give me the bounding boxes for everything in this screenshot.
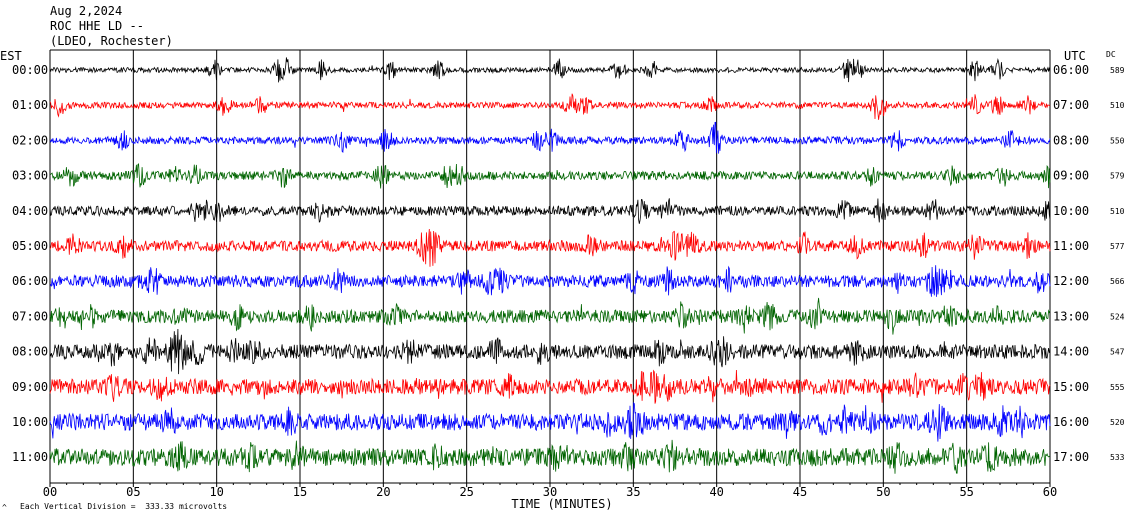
trace-1000	[49, 401, 1051, 442]
est-label: 10:00	[12, 415, 48, 429]
x-tick-label: 10	[209, 485, 223, 499]
x-tick-label: 30	[543, 485, 557, 499]
est-label: 01:00	[12, 98, 48, 112]
x-tick-label: 25	[459, 485, 473, 499]
trace-0700	[49, 297, 1051, 335]
trace-0200	[49, 121, 1051, 154]
est-label: 05:00	[12, 239, 48, 253]
dc-value: 533	[1110, 453, 1125, 462]
axis-labels: 00 05 10 15 20 25 30 35 40 45 50 55 60 TIME (MINUTES)…	[0, 49, 1125, 511]
dc-value: 566	[1110, 277, 1125, 286]
dc-value: 520	[1110, 418, 1125, 427]
x-tick-label: 05	[126, 485, 140, 499]
trace-0500	[49, 228, 1051, 267]
utc-label: 08:00	[1053, 133, 1089, 147]
trace-1100	[49, 439, 1051, 474]
x-tick-label: 35	[626, 485, 640, 499]
trace-0800	[49, 328, 1051, 375]
utc-label: 16:00	[1053, 415, 1089, 429]
x-tick-label: 40	[709, 485, 723, 499]
x-tick-label: 50	[876, 485, 890, 499]
dc-value: 577	[1110, 242, 1125, 251]
est-label: 03:00	[12, 169, 48, 183]
dc-value: 589	[1110, 66, 1125, 75]
est-label: 07:00	[12, 309, 48, 323]
scale-note: Each Vertical Division = 333.33 microvol…	[20, 502, 228, 511]
x-tick-label: 60	[1043, 485, 1057, 499]
utc-label: 14:00	[1053, 345, 1089, 359]
trace-0000	[49, 57, 1051, 83]
est-label: 09:00	[12, 380, 48, 394]
dc-value: 547	[1110, 348, 1125, 357]
dc-value: 555	[1110, 383, 1125, 392]
trace-0400	[49, 198, 1051, 224]
utc-label: 15:00	[1053, 380, 1089, 394]
dc-value: 550	[1110, 136, 1125, 145]
utc-label: 06:00	[1053, 63, 1089, 77]
utc-label: 13:00	[1053, 309, 1089, 323]
x-tick-label: 00	[43, 485, 57, 499]
est-label: 02:00	[12, 133, 48, 147]
trace-0300	[49, 163, 1051, 189]
utc-label: 17:00	[1053, 450, 1089, 464]
date-label: Aug 2,2024	[50, 4, 123, 18]
x-tick-label: 55	[959, 485, 973, 499]
est-label: 11:00	[12, 450, 48, 464]
dc-value: 579	[1110, 172, 1125, 181]
utc-label: 09:00	[1053, 169, 1089, 183]
est-label: 06:00	[12, 274, 48, 288]
trace-0900	[49, 369, 1051, 404]
x-tick-label: 45	[793, 485, 807, 499]
trace-0100	[49, 93, 1051, 120]
corner-mark: ^	[2, 503, 7, 512]
x-tick-label: 15	[293, 485, 307, 499]
station-label: ROC HHE LD --	[50, 19, 144, 33]
utc-label: 07:00	[1053, 98, 1089, 112]
est-label: 00:00	[12, 63, 48, 77]
utc-label: 11:00	[1053, 239, 1089, 253]
location-label: (LDEO, Rochester)	[50, 34, 173, 48]
est-label: 08:00	[12, 345, 48, 359]
est-label: 04:00	[12, 204, 48, 218]
dc-value: 510	[1110, 207, 1125, 216]
dc-value: 524	[1110, 312, 1125, 321]
trace-0600	[49, 265, 1051, 297]
seismic-traces	[49, 57, 1051, 474]
x-axis-label: TIME (MINUTES)	[511, 497, 612, 511]
dc-value: 510	[1110, 101, 1125, 110]
utc-label: 10:00	[1053, 204, 1089, 218]
dc-header: DC	[1106, 50, 1116, 59]
x-tick-label: 20	[376, 485, 390, 499]
utc-label: 12:00	[1053, 274, 1089, 288]
utc-header: UTC	[1064, 49, 1086, 63]
est-header: EST	[0, 49, 22, 63]
